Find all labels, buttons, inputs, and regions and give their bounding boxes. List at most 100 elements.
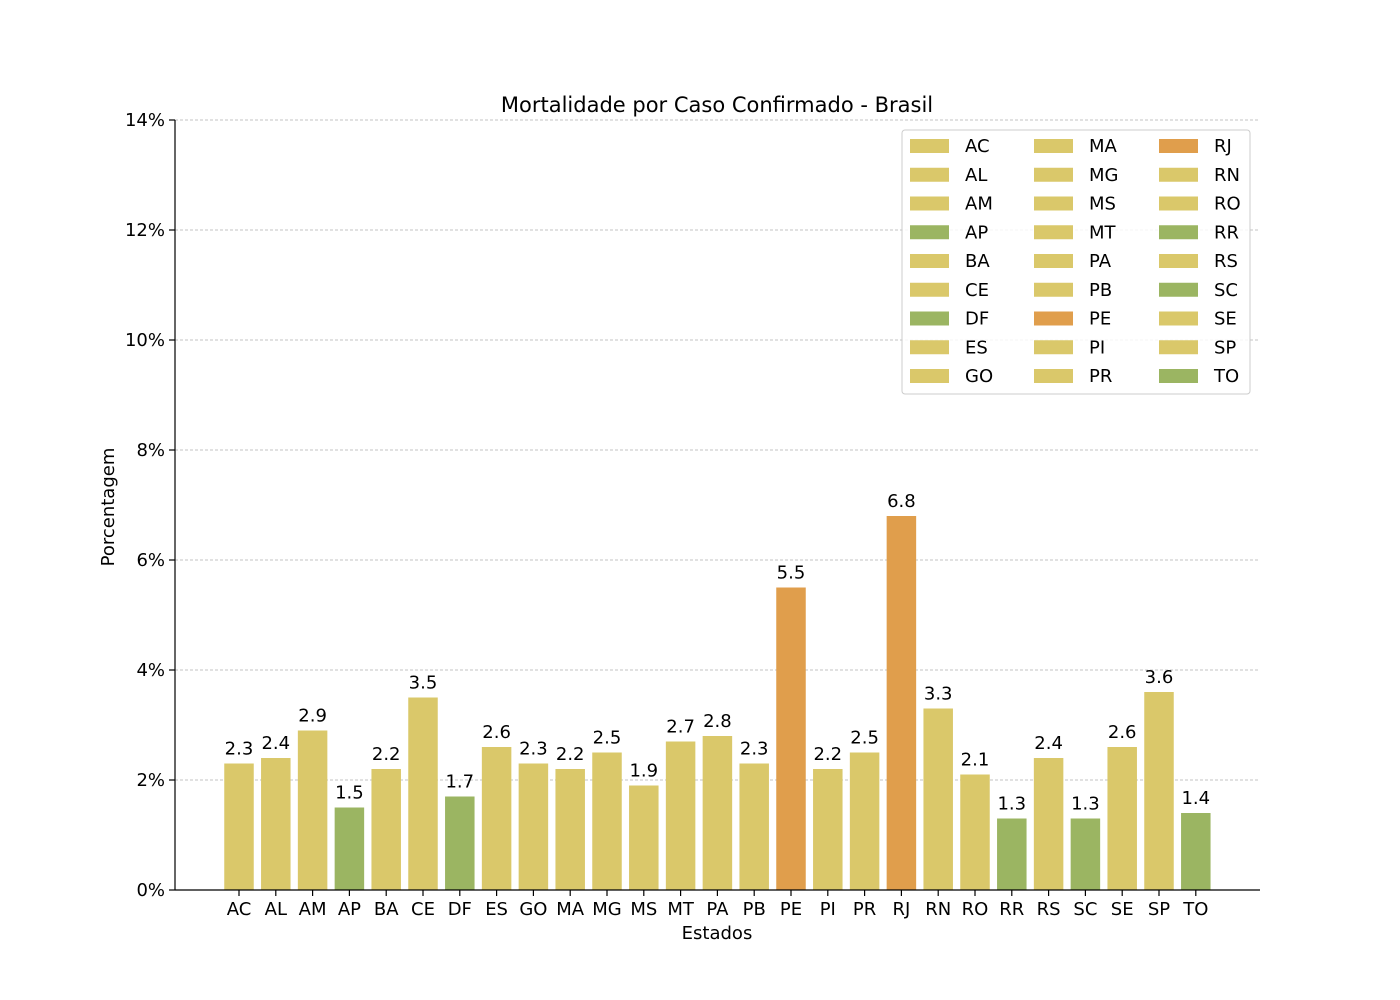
x-tick-label-ce: CE — [411, 899, 435, 920]
legend-label-ac: AC — [965, 136, 990, 157]
value-label-sc: 1.3 — [1071, 794, 1100, 815]
legend-swatch-al — [910, 167, 949, 182]
value-label-go: 2.3 — [519, 739, 548, 760]
value-label-pe: 5.5 — [777, 563, 806, 584]
value-labels: 2.3 2.4 2.9 1.5 2.2 3.5 1.7 2.6 2.3 2.2 2.5 1.9 2.7 2… — [225, 491, 1210, 815]
bar-es — [481, 747, 512, 890]
legend-swatch-pa — [1034, 254, 1073, 268]
bar-ro — [960, 774, 990, 890]
x-tick-label-rs: RS — [1037, 899, 1061, 920]
bar-rn — [923, 708, 953, 890]
legend-swatch-rr — [1159, 225, 1198, 240]
axes: 0% 2% 4% 6% 8% 10% 12% 14% AC AL AM AP BA CE DF ES GO MA M… — [125, 110, 1260, 920]
bar-pr — [849, 752, 880, 890]
y-tick-label: 8% — [136, 440, 165, 461]
bar-mt — [665, 741, 696, 890]
legend-label-go: GO — [965, 366, 993, 387]
legend-label-rr: RR — [1214, 222, 1239, 243]
bar-rs — [1033, 758, 1064, 890]
x-tick-label-ac: AC — [227, 899, 252, 920]
bar-ms — [629, 785, 659, 890]
bar-pa — [702, 736, 733, 890]
legend-swatch-ac — [910, 139, 949, 153]
legend-swatch-sp — [1159, 340, 1198, 355]
legend-swatch-es — [910, 340, 949, 355]
value-label-to: 1.4 — [1181, 788, 1210, 809]
legend-swatch-rs — [1159, 254, 1198, 268]
value-label-pi: 2.2 — [813, 744, 842, 765]
bar-ba — [371, 769, 401, 890]
value-label-pa: 2.8 — [703, 711, 732, 732]
legend-label-rs: RS — [1214, 251, 1238, 272]
legend-label-ce: CE — [965, 280, 989, 301]
legend-label-ro: RO — [1214, 194, 1241, 215]
legend-label-ap: AP — [965, 222, 988, 243]
legend-swatch-mt — [1034, 225, 1073, 240]
x-tick-label-sc: SC — [1073, 899, 1097, 920]
y-tick-label: 12% — [125, 220, 165, 241]
chart-title: Mortalidade por Caso Confirmado - Brasil — [501, 93, 933, 117]
value-label-rj: 6.8 — [887, 491, 916, 512]
legend-swatch-am — [910, 196, 949, 211]
value-label-rr: 1.3 — [997, 794, 1026, 815]
legend-label-mg: MG — [1089, 165, 1118, 186]
x-tick-label-rr: RR — [999, 899, 1024, 920]
value-label-am: 2.9 — [298, 706, 327, 727]
value-label-df: 1.7 — [445, 772, 474, 793]
value-label-ms: 1.9 — [629, 761, 658, 782]
legend-swatch-go — [910, 369, 949, 383]
value-label-pb: 2.3 — [740, 739, 769, 760]
x-tick-label-am: AM — [299, 899, 327, 920]
legend-label-df: DF — [965, 309, 989, 330]
legend-label-mt: MT — [1089, 222, 1117, 243]
legend-swatch-df — [910, 311, 949, 326]
value-label-rs: 2.4 — [1034, 733, 1063, 754]
x-tick-label-sp: SP — [1148, 899, 1170, 920]
value-label-ro: 2.1 — [961, 750, 990, 771]
value-label-mg: 2.5 — [593, 728, 622, 749]
legend-label-to: TO — [1213, 366, 1239, 387]
legend-swatch-ap — [910, 225, 949, 240]
y-tick-label: 4% — [136, 660, 165, 681]
legend-label-sp: SP — [1214, 337, 1236, 358]
bar-rj — [886, 516, 917, 890]
legend-label-rj: RJ — [1214, 136, 1232, 157]
value-label-ma: 2.2 — [556, 744, 585, 765]
legend-swatch-ro — [1159, 196, 1198, 211]
x-axis-label: Estados — [682, 923, 753, 944]
legend-label-pb: PB — [1089, 280, 1112, 301]
legend-swatch-ms — [1034, 196, 1073, 211]
legend-swatch-ce — [910, 282, 949, 297]
x-tick-label-pb: PB — [743, 899, 766, 920]
bar-mg — [592, 752, 622, 890]
legend-swatch-ba — [910, 254, 949, 268]
value-label-es: 2.6 — [482, 722, 511, 743]
x-tick-label-rj: RJ — [892, 899, 910, 920]
bar-ac — [224, 763, 254, 890]
legend-label-rn: RN — [1214, 165, 1240, 186]
legend-label-es: ES — [965, 337, 988, 358]
bar-to — [1181, 813, 1211, 890]
bars — [224, 516, 1211, 890]
legend-swatch-rn — [1159, 167, 1198, 182]
x-tick-label-df: DF — [448, 899, 472, 920]
legend-label-sc: SC — [1214, 280, 1238, 301]
legend-swatch-to — [1159, 369, 1198, 383]
bar-pi — [813, 769, 843, 890]
bar-ce — [408, 697, 438, 890]
bar-am — [297, 730, 328, 890]
value-label-mt: 2.7 — [666, 717, 695, 738]
bar-se — [1107, 747, 1137, 890]
value-label-rn: 3.3 — [924, 684, 953, 705]
bar-sp — [1144, 692, 1174, 890]
gridlines — [175, 119, 1260, 781]
x-tick-label-pr: PR — [853, 899, 876, 920]
x-tick-label-pe: PE — [780, 899, 802, 920]
x-tick-label-to: TO — [1182, 899, 1208, 920]
x-tick-label-es: ES — [485, 899, 508, 920]
legend-swatch-mg — [1034, 167, 1073, 182]
legend-label-pe: PE — [1089, 309, 1111, 330]
y-tick-label: 10% — [125, 330, 165, 351]
